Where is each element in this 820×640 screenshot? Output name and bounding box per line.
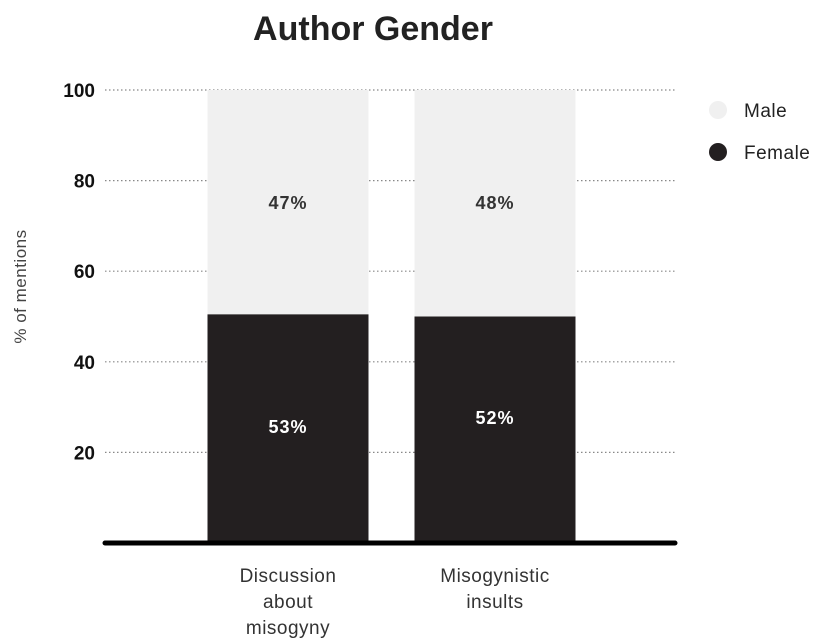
y-tick-label: 20 [74, 443, 95, 464]
x-tick-label: misogyny [246, 618, 330, 639]
legend-swatch-male [709, 101, 727, 119]
bar-female-2 [414, 316, 576, 543]
y-tick-label: 60 [74, 262, 95, 283]
x-tick-label: Discussion [240, 566, 337, 587]
y-tick-label: 80 [74, 172, 95, 193]
bar-male-1 [207, 90, 369, 315]
bar-female-1 [207, 314, 369, 543]
y-tick-label: 100 [63, 81, 95, 102]
chart-title: Author Gender [253, 10, 493, 48]
data-label-female-1: 53% [268, 417, 307, 437]
y-axis-label: % of mentions [11, 229, 30, 343]
y-tick-label: 40 [74, 353, 95, 374]
legend-swatch-female [709, 143, 727, 161]
legend-label-male: Male [744, 101, 787, 122]
x-tick-label: about [263, 592, 313, 613]
data-label-male-2: 48% [475, 193, 514, 213]
bar-male-2 [414, 90, 576, 317]
x-tick-label: Misogynistic [440, 566, 549, 587]
data-label-female-2: 52% [475, 408, 514, 428]
x-tick-label: insults [466, 592, 523, 613]
data-label-male-1: 47% [268, 193, 307, 213]
legend-label-female: Female [744, 143, 810, 164]
